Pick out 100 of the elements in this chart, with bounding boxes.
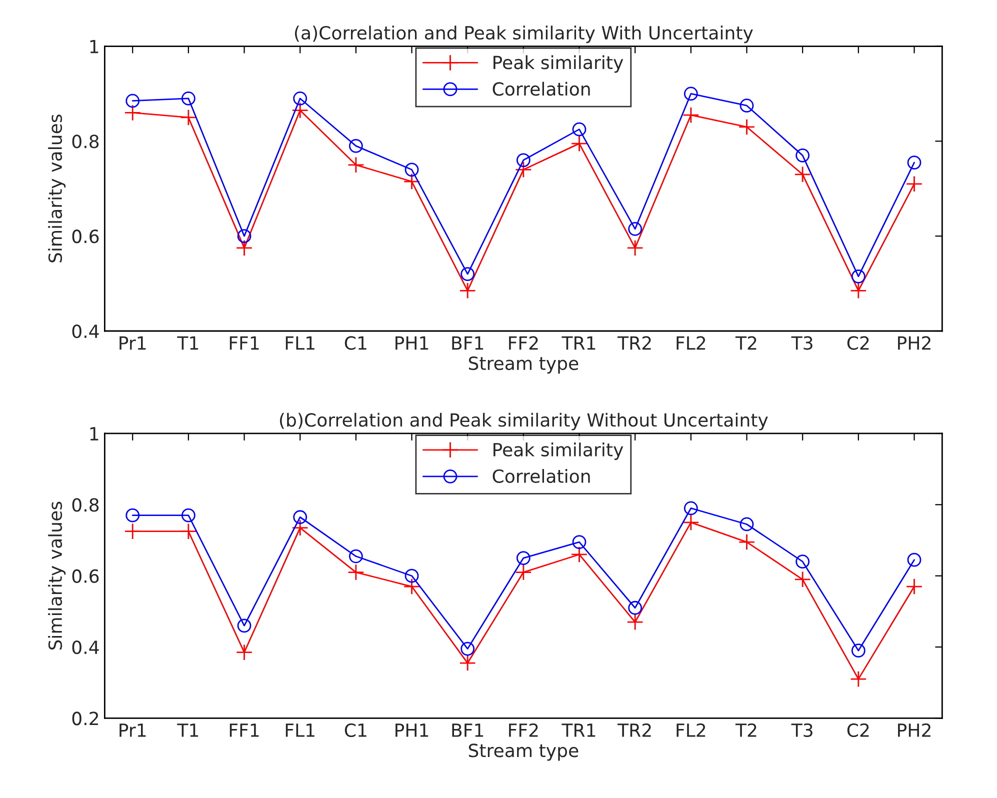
point (628, 600, 642, 615)
y-tick-label: 0.2 (72, 712, 98, 726)
point (237, 229, 252, 244)
x-tick-label: C2 (847, 723, 869, 738)
point (181, 508, 196, 522)
point (236, 240, 253, 256)
point (626, 240, 644, 256)
chart-title: (b)Correlation and Peak similarity Without Uncertainty (280, 412, 768, 430)
point (516, 551, 530, 565)
x-tick-label: T3 (791, 336, 812, 350)
point (404, 162, 419, 177)
x-tick-label: TR1 (562, 724, 596, 737)
x-tick-label: FF2 (509, 723, 538, 737)
x-tick-label: C2 (847, 336, 869, 350)
point (682, 514, 700, 531)
x-tick-label: T2 (735, 336, 756, 350)
y-tick-label: 0.4 (72, 640, 99, 654)
point (850, 282, 867, 299)
point (404, 568, 419, 583)
point (572, 535, 586, 549)
x-tick-label: T1 (177, 336, 198, 350)
point (851, 644, 866, 658)
point (794, 571, 811, 588)
x-tick-label: FF2 (509, 336, 538, 350)
x-tick-label: FL1 (286, 724, 314, 737)
point (740, 98, 754, 113)
point (459, 282, 476, 299)
point (403, 578, 420, 595)
point (348, 564, 364, 581)
x-axis-title: Stream type (468, 744, 578, 761)
y-tick-label: 0.6 (72, 569, 99, 583)
point (124, 104, 141, 122)
point (236, 644, 253, 661)
point (348, 549, 363, 564)
x-tick-label: T3 (791, 723, 812, 738)
y-tick-label: 0.6 (72, 230, 99, 244)
point (850, 670, 867, 688)
y-tick-label: 0.8 (72, 134, 99, 148)
y-tick-label: 0.8 (72, 498, 99, 512)
legend-label: Correlation (492, 469, 590, 483)
y-axis-title: Similarity values (48, 114, 66, 262)
x-tick-label: PH1 (396, 724, 428, 737)
x-tick-label: T1 (177, 724, 198, 737)
point (794, 166, 811, 183)
point (126, 94, 140, 108)
x-tick-label: BF1 (452, 336, 484, 350)
chart-title: (a)Correlation and Peak similarity With Uncertainty (294, 26, 753, 44)
point (626, 614, 644, 630)
y-tick-label: 1 (90, 427, 98, 440)
x-tick-label: FL2 (676, 723, 706, 737)
point (570, 546, 588, 563)
x-tick-label: TR2 (618, 723, 651, 737)
point (460, 267, 475, 281)
point (126, 508, 140, 522)
y-tick-label: 0.4 (72, 324, 99, 338)
x-tick-label: PH1 (396, 336, 428, 350)
legend-label: Correlation (492, 82, 590, 96)
x-tick-label: BF1 (452, 724, 484, 737)
point (348, 138, 363, 153)
point (292, 519, 308, 536)
point (684, 86, 698, 101)
point (906, 578, 923, 595)
point (684, 501, 698, 516)
point (682, 106, 700, 124)
x-tick-label: Pr1 (120, 724, 146, 737)
x-tick-label: TR2 (618, 336, 651, 350)
point (906, 176, 923, 192)
point (403, 173, 420, 190)
point (740, 517, 754, 532)
point (180, 523, 197, 540)
x-tick-label: Pr1 (120, 336, 146, 350)
x-tick-label: TR1 (562, 336, 596, 350)
x-axis-title: Stream type (468, 356, 578, 374)
point (628, 222, 642, 236)
point (460, 642, 475, 656)
point (124, 523, 141, 540)
point (796, 148, 810, 162)
point (292, 102, 308, 119)
point (907, 552, 922, 567)
point (293, 510, 308, 524)
point (907, 156, 922, 170)
x-tick-label: FF1 (230, 336, 259, 350)
y-tick-label: 1 (90, 40, 98, 54)
point (293, 92, 308, 106)
point (237, 618, 252, 633)
point (348, 156, 364, 174)
point (572, 122, 586, 136)
x-tick-label: FF1 (230, 724, 259, 737)
point (851, 269, 866, 284)
y-axis-title: Similarity values (48, 502, 66, 650)
x-tick-label: FL1 (286, 336, 314, 350)
x-tick-label: FL2 (676, 336, 706, 350)
point (516, 153, 530, 168)
x-tick-label: PH2 (898, 336, 930, 350)
point (796, 554, 810, 569)
point (515, 564, 532, 581)
point (515, 161, 532, 178)
legend-label: Peak similarity (494, 55, 624, 73)
point (180, 109, 197, 126)
x-tick-label: PH2 (898, 723, 930, 737)
